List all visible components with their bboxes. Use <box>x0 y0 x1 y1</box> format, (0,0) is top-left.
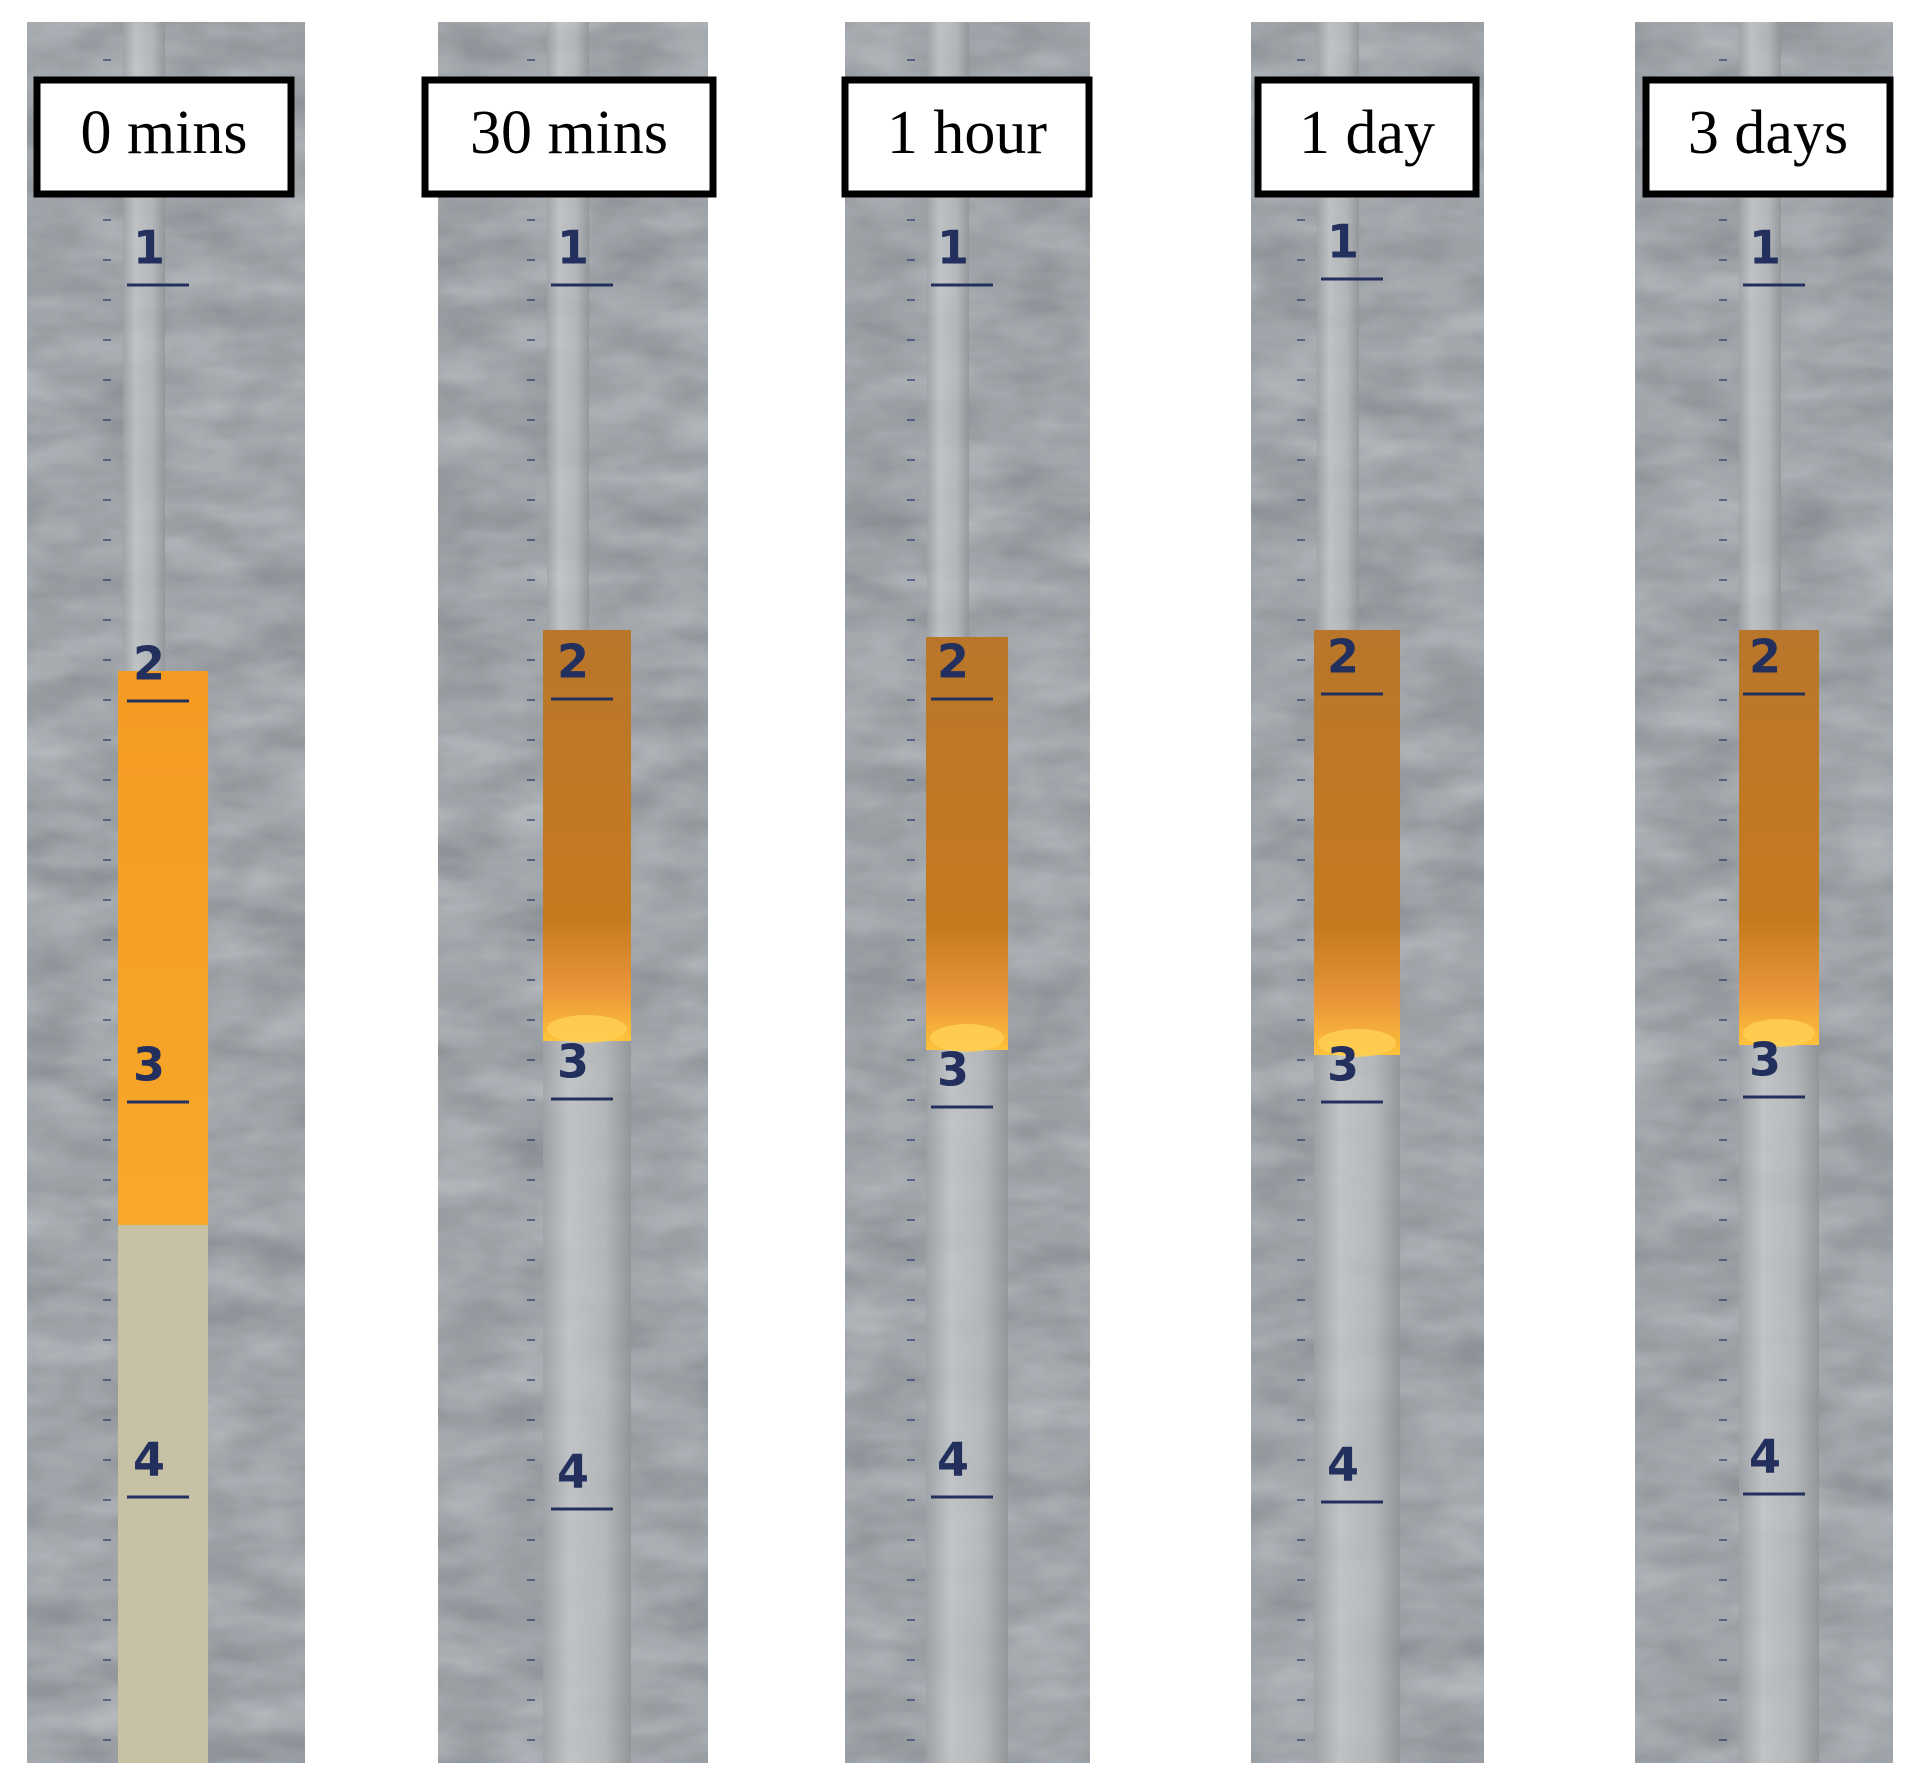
time-label: 0 mins <box>80 99 247 167</box>
scale-number: 3 <box>133 1038 165 1092</box>
photo-panel: 1 2 3 4 1 day <box>1251 22 1484 1763</box>
scale-number: 2 <box>937 635 969 689</box>
scale-number: 4 <box>133 1433 165 1487</box>
scale-number: 1 <box>557 221 589 275</box>
sediment-glow <box>547 1015 627 1043</box>
liquid <box>926 637 1008 1050</box>
scale-number: 3 <box>557 1035 589 1089</box>
scale-number: 2 <box>557 635 589 689</box>
liquid <box>118 671 208 1225</box>
sediment-glow <box>1318 1029 1396 1057</box>
time-label: 1 day <box>1299 99 1435 167</box>
scale-number: 4 <box>937 1433 969 1487</box>
scale-number: 2 <box>1749 630 1781 684</box>
sediment-glow <box>930 1024 1004 1052</box>
liquid <box>1314 630 1400 1055</box>
scale-number: 1 <box>1749 221 1781 275</box>
scale-number: 4 <box>1327 1438 1359 1492</box>
liquid <box>543 630 631 1041</box>
photo-panel: 1 2 3 4 0 mins <box>27 22 305 1763</box>
scale-number: 4 <box>557 1445 589 1499</box>
sediment-glow <box>1743 1019 1815 1047</box>
time-label: 1 hour <box>887 99 1048 167</box>
time-label: 3 days <box>1688 99 1848 167</box>
label-box <box>421 76 717 198</box>
photo-panel: 1 2 3 4 1 hour <box>841 22 1093 1763</box>
label-box <box>1642 76 1894 198</box>
label-box <box>33 76 295 198</box>
scale-number: 1 <box>133 221 165 275</box>
time-label: 30 mins <box>470 99 668 167</box>
scale-number: 3 <box>1327 1038 1359 1092</box>
liquid <box>1739 630 1819 1045</box>
label-box <box>1254 76 1480 198</box>
scale-number: 3 <box>1749 1033 1781 1087</box>
label-box <box>841 76 1093 198</box>
scale-number: 1 <box>1327 215 1359 269</box>
scale-number: 2 <box>133 637 165 691</box>
scale-number: 3 <box>937 1043 969 1097</box>
photo-panel: 1 2 3 4 3 days <box>1635 22 1894 1763</box>
scale-number: 4 <box>1749 1430 1781 1484</box>
photo-panel: 1 2 3 4 30 mins <box>421 22 717 1763</box>
scale-number: 2 <box>1327 630 1359 684</box>
scale-number: 1 <box>937 221 969 275</box>
